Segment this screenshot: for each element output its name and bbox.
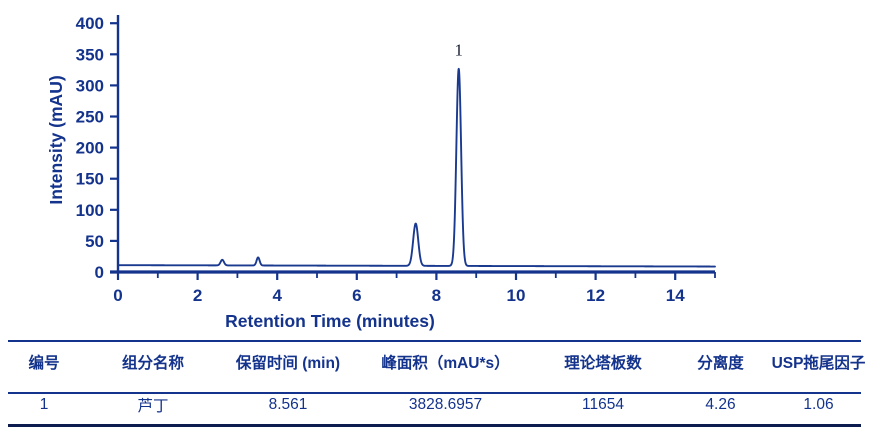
y-axis-tick-labels: 0 50 100 150 200 250 300 350 400 — [76, 14, 104, 282]
results-table-container: 编号 组分名称 保留时间 (min) 峰面积（mAU*s） 理论塔板数 分离度 … — [0, 336, 869, 431]
y-tick-label-0: 0 — [95, 263, 104, 282]
x-tick-label-2: 2 — [193, 286, 202, 305]
y-tick-label-100: 100 — [76, 201, 104, 220]
y-axis-ticks — [110, 22, 118, 274]
x-axis-tick-labels: 0 2 4 6 8 10 12 14 — [113, 286, 685, 305]
column-header-name: 组分名称 — [121, 355, 184, 372]
y-tick-label-250: 250 — [76, 108, 104, 127]
x-tick-label-4: 4 — [272, 286, 282, 305]
table-row: 1 芦丁 8.561 3828.6957 11654 4.26 1.06 — [0, 388, 869, 421]
chromatogram-trace — [117, 67, 716, 268]
peak-annotations: 1 — [454, 41, 463, 60]
x-tick-label-10: 10 — [507, 286, 526, 305]
column-header-rt: 保留时间 (min) — [235, 355, 341, 372]
chart-plot-area: 0 50 100 150 200 250 300 350 400 0 2 4 6 8 10 12 14 1 R… — [46, 14, 716, 331]
x-tick-label-12: 12 — [586, 286, 605, 305]
x-tick-label-14: 14 — [666, 286, 685, 305]
table-rule-bottom — [8, 424, 861, 427]
column-header-no: 编号 — [28, 355, 60, 372]
x-axis-title: Retention Time (minutes) — [225, 311, 435, 331]
peak-results-table: 编号 组分名称 保留时间 (min) 峰面积（mAU*s） 理论塔板数 分离度 … — [0, 336, 869, 421]
table-rule-top — [8, 340, 861, 342]
table-header-row: 编号 组分名称 保留时间 (min) 峰面积（mAU*s） 理论塔板数 分离度 … — [0, 336, 869, 388]
x-tick-label-8: 8 — [432, 286, 441, 305]
cell-rt: 8.561 — [268, 395, 308, 413]
y-tick-label-150: 150 — [76, 170, 104, 189]
y-tick-label-200: 200 — [76, 139, 104, 158]
y-tick-label-50: 50 — [85, 232, 104, 251]
cell-no: 1 — [39, 395, 49, 413]
y-tick-label-400: 400 — [76, 14, 104, 33]
cell-name: 芦丁 — [137, 397, 169, 415]
x-tick-label-0: 0 — [113, 286, 122, 305]
x-tick-label-6: 6 — [352, 286, 361, 305]
column-header-area: 峰面积（mAU*s） — [381, 355, 510, 372]
y-tick-label-300: 300 — [76, 76, 104, 95]
cell-res: 4.26 — [705, 395, 736, 413]
chromatogram-svg: 0 50 100 150 200 250 300 350 400 0 2 4 6 8 10 12 14 1 R… — [46, 14, 716, 331]
column-header-plates: 理论塔板数 — [564, 355, 642, 372]
y-tick-label-350: 350 — [76, 45, 104, 64]
peak-label-1: 1 — [454, 41, 463, 60]
cell-tailing: 1.06 — [803, 395, 834, 413]
column-header-res: 分离度 — [697, 355, 744, 372]
table-rule-middle — [8, 392, 861, 394]
column-header-tailing: USP拖尾因子 — [771, 355, 866, 372]
cell-plates: 11654 — [582, 395, 624, 413]
y-axis-title: Intensity (mAU) — [46, 75, 66, 204]
cell-area: 3828.6957 — [408, 395, 483, 413]
